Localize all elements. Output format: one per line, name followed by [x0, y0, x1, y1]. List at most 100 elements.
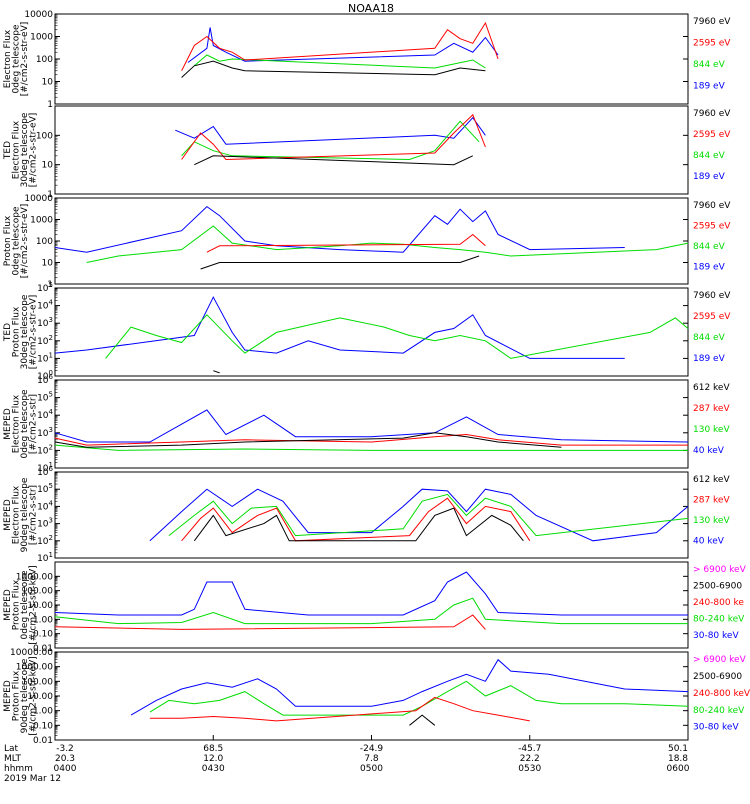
x-tick-label: 12.0 — [203, 754, 223, 764]
legend-entry: 844 eV — [693, 151, 726, 161]
x-row-label: 2019 Mar 12 — [4, 774, 61, 784]
y-axis-title-line: 0deg telescope — [20, 570, 30, 640]
y-axis-title-line: TED — [3, 323, 13, 342]
x-row-label: MLT — [4, 754, 22, 764]
y-tick-label: 0.01 — [33, 736, 53, 746]
x-tick-label: -3.2 — [56, 744, 74, 754]
series-line-black — [193, 507, 524, 542]
y-axis-title-line: 90deg telescope — [20, 477, 30, 552]
x-tick-label: 20.3 — [55, 754, 75, 764]
x-tick-label: -45.7 — [518, 744, 541, 754]
y-axis-title-line: MEPED — [3, 589, 13, 621]
x-tick-label: 18.8 — [668, 754, 688, 764]
x-tick-label: 0500 — [360, 764, 383, 774]
legend-entry: 2500-6900 — [693, 582, 742, 592]
legend-entry: 130 keV — [693, 425, 730, 435]
series-line-black — [213, 370, 220, 374]
legend-entry: 2595 eV — [693, 130, 731, 140]
panel-frame — [54, 197, 689, 285]
legend-entry: 30-80 keV — [693, 723, 739, 733]
y-tick-label: 100.00 — [22, 587, 54, 597]
y-axis-title-line: MEPED — [3, 499, 13, 531]
y-axis-title-line: Electron Flux — [12, 120, 22, 179]
y-tick-label: 10000.00 — [10, 648, 53, 658]
legend-entry: 2595 eV — [693, 38, 731, 48]
series-line-green — [181, 120, 480, 161]
legend-entry: 612 keV — [693, 475, 730, 485]
panel-8: 0.01 0.10 1.00 10.00 100.00 1000.00 10000.00 ME… — [3, 648, 750, 746]
y-tick-label: 0.01 — [33, 644, 53, 654]
y-tick-label: 105 — [37, 482, 53, 495]
x-tick-label: 50.1 — [668, 744, 688, 754]
y-tick-label: 105 — [37, 391, 53, 404]
x-tick-label: 0430 — [202, 764, 225, 774]
series-line-black — [200, 255, 480, 270]
panel-7: 0.01 0.10 1.00 10.00 100.00 1000.00MEPEDProto… — [3, 561, 747, 654]
y-axis-title-line: [#/cm2-s-str] — [29, 485, 39, 545]
series-line-green — [86, 225, 689, 263]
figure-title: NOAA18 — [348, 2, 394, 15]
legend-entry: 189 eV — [693, 354, 726, 364]
series-line-red — [181, 113, 486, 161]
panel-frame — [54, 379, 689, 469]
series-line-green — [54, 597, 688, 625]
y-tick-label: 10000 — [24, 10, 53, 20]
y-tick-label: 10 — [42, 161, 54, 171]
y-tick-label: 1000 — [30, 33, 53, 43]
y-tick-label: 104 — [37, 499, 53, 512]
series-line-green — [54, 444, 688, 451]
legend-entry: 844 eV — [693, 242, 726, 252]
series-line-green — [193, 54, 486, 69]
x-tick-label: 0600 — [667, 764, 690, 774]
series-line-blue — [187, 27, 499, 63]
y-tick-label: 102 — [37, 534, 53, 547]
y-tick-label: 0.10 — [33, 630, 53, 640]
y-axis-title-line: MEPED — [3, 408, 13, 440]
y-axis-title-line: Electron Flux — [12, 394, 22, 453]
series-line-green — [105, 314, 689, 359]
y-tick-label: 0.10 — [33, 721, 53, 731]
legend-entry: > 6900 keV — [693, 565, 747, 575]
x-tick-label: 0530 — [518, 764, 541, 774]
legend-entry: 80-240 keV — [693, 706, 745, 716]
y-axis-title-line: 0deg telescope — [12, 206, 22, 276]
y-tick-label: 1000.00 — [16, 663, 53, 673]
y-tick-label: 103 — [37, 517, 53, 530]
y-axis-title-line: Electron Flux — [12, 485, 22, 544]
y-axis-title-line: [#/cm2-s-str-eV] — [20, 22, 30, 97]
series-line-blue — [54, 409, 689, 443]
y-tick-label: 1000.00 — [16, 572, 53, 582]
legend-entry: 7960 eV — [693, 109, 731, 119]
panel-frame — [54, 471, 689, 559]
y-tick-label: 100 — [36, 131, 53, 141]
y-axis-title-line: 30deg telescope — [20, 112, 30, 187]
legend-entry: 40 keV — [693, 536, 725, 546]
y-axis-title-line: [#/cm2-s-str-keV] — [29, 565, 39, 644]
y-tick-label: 1 — [47, 190, 53, 200]
legend-entry: 7960 eV — [693, 201, 731, 211]
legend-entry: 2595 eV — [693, 221, 731, 231]
legend-entry: 80-240 keV — [693, 615, 745, 625]
legend-entry: 7960 eV — [693, 17, 731, 27]
series-line-black — [409, 714, 436, 726]
legend-entry: 189 eV — [693, 262, 726, 272]
legend-entry: 2500-6900 — [693, 672, 742, 682]
y-axis-title-line: [#/cm2-s-str-keV] — [29, 656, 39, 735]
x-tick-label: 68.5 — [203, 744, 223, 754]
legend-entry: 240-800 ke — [693, 598, 744, 608]
series-line-red — [206, 233, 486, 253]
y-tick-label: 104 — [37, 408, 53, 421]
y-tick-label: 103 — [37, 426, 53, 439]
panel-frame — [54, 105, 689, 195]
y-tick-label: 10.00 — [27, 601, 53, 611]
legend-entry: 130 keV — [693, 516, 730, 526]
y-tick-label: 10000 — [24, 194, 53, 204]
